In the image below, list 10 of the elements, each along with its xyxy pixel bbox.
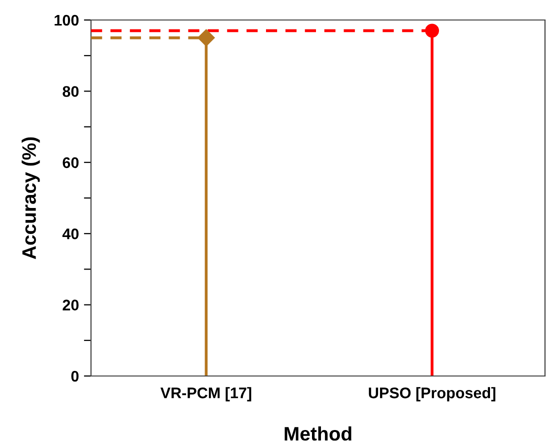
x-tick-label: VR-PCM [17] — [160, 387, 252, 402]
y-axis-title: Accuracy (%) — [22, 137, 40, 260]
y-tick-label: 20 — [62, 300, 79, 310]
y-tick-label: 0 — [71, 370, 79, 382]
y-tick-label: 40 — [62, 228, 79, 240]
y-tick-label: 80 — [62, 86, 79, 97]
y-tick-label: 100 — [54, 14, 79, 26]
x-axis-title: Method — [284, 426, 352, 441]
y-tick-label: 60 — [62, 157, 79, 168]
x-tick-label: UPSO [Proposed] — [368, 387, 496, 402]
